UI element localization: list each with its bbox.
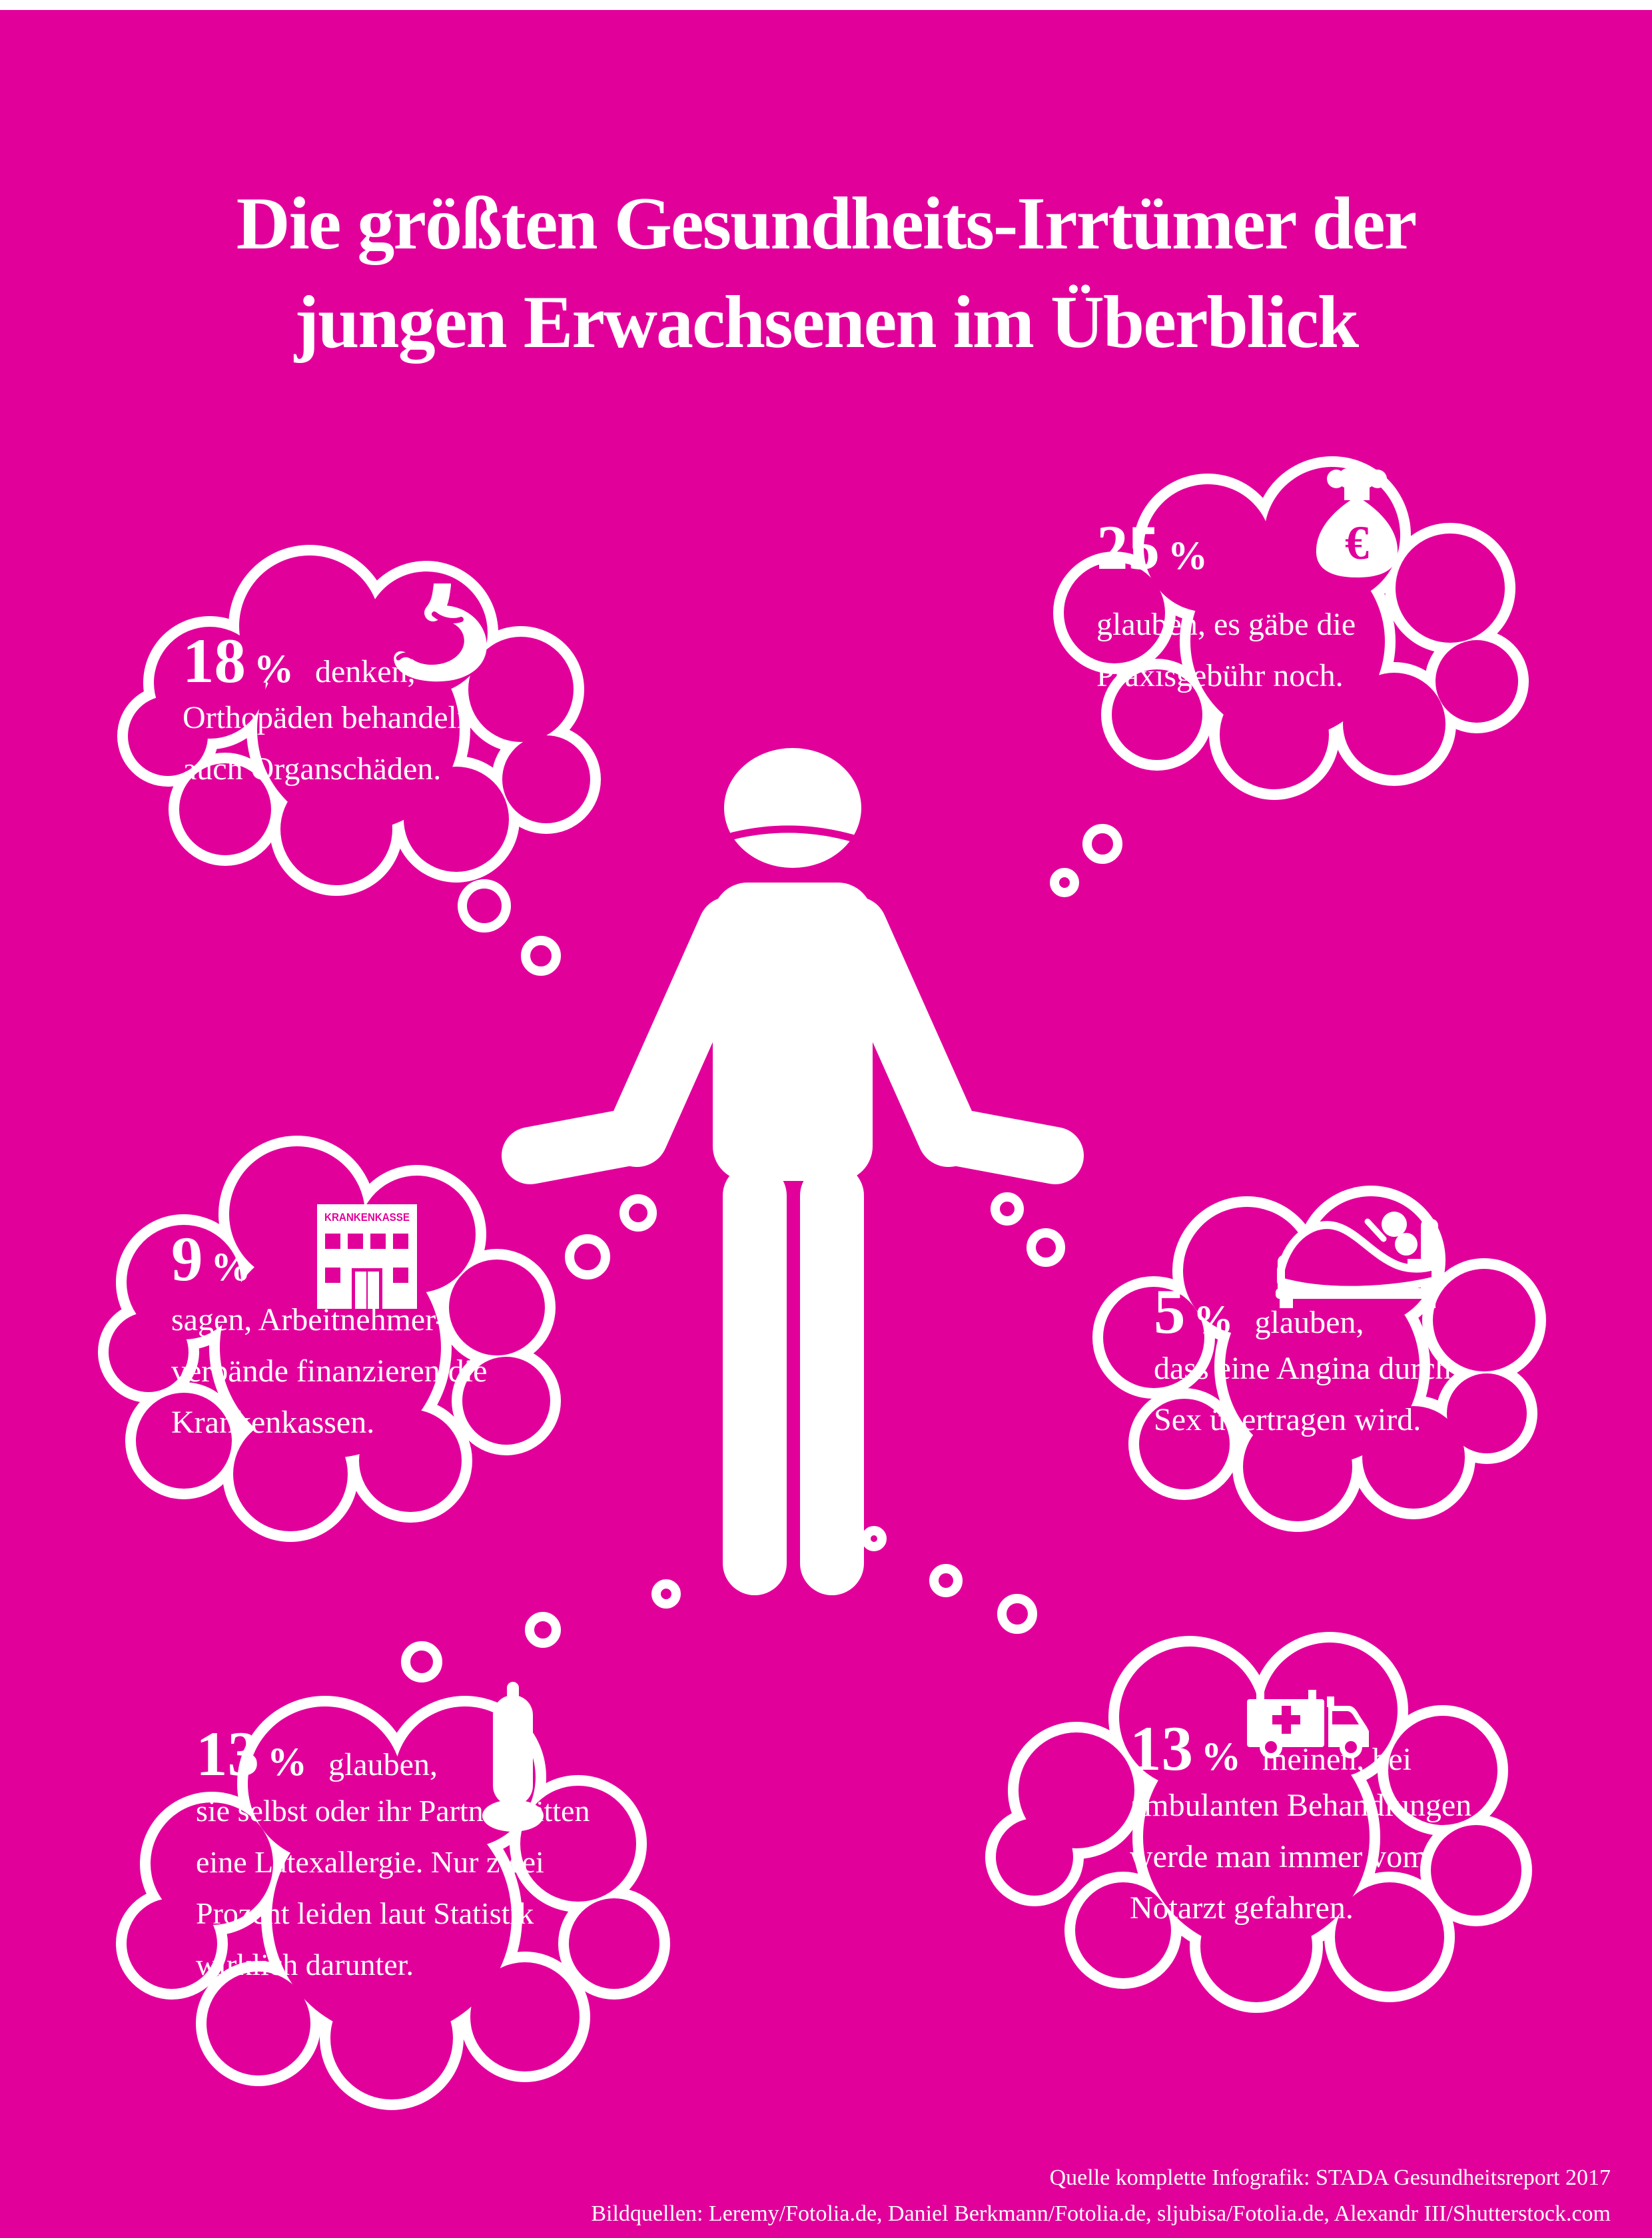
infographic-background: Die größten Gesundheits-Irrtümer der jun… bbox=[0, 10, 1652, 2238]
bubble-content: 9 % sagen, Arbeitnehmer- verbände finanz… bbox=[171, 1224, 488, 1448]
building-sign: KRANKENKASSE bbox=[324, 1211, 410, 1224]
thought-bubble-ring bbox=[651, 1579, 681, 1609]
percent-sign: % bbox=[1193, 1298, 1234, 1341]
stat-value: 13 bbox=[1130, 1713, 1193, 1784]
stat-text-line: eine Latexallergie. Nur zwei bbox=[196, 1845, 544, 1879]
percent-sign: % bbox=[254, 647, 294, 691]
stat-lead-text: meinen, bei bbox=[1262, 1742, 1412, 1777]
stat-value: 5 bbox=[1154, 1276, 1186, 1347]
bubble-latexallergie: 13 % glauben, sie selbst oder ihr Partne… bbox=[113, 1678, 673, 2111]
euro-symbol: € bbox=[1345, 516, 1369, 569]
thought-bubble-ring bbox=[458, 879, 511, 932]
source-line-1: Quelle komplette Infografik: STADA Gesun… bbox=[1049, 2165, 1611, 2190]
stat-lead-text: denken, bbox=[315, 654, 416, 689]
stat-value: 9 bbox=[171, 1224, 203, 1294]
couple-in-bed-icon bbox=[1276, 1212, 1440, 1308]
health-insurance-building-icon: KRANKENKASSE bbox=[317, 1204, 417, 1309]
stat-text-line: Prozent leiden laut Statistik bbox=[196, 1896, 534, 1930]
source-credits: Quelle komplette Infografik: STADA Gesun… bbox=[591, 2160, 1611, 2232]
person-head bbox=[1382, 1212, 1407, 1237]
bubble-content: 13 % glauben, sie selbst oder ihr Partne… bbox=[196, 1718, 590, 1990]
stat-text-line: Notarzt gefahren. bbox=[1130, 1890, 1354, 1926]
ambulance-icon bbox=[1247, 1690, 1369, 1758]
thought-cloud-outline bbox=[116, 1696, 670, 2110]
bubble-content: 18 % denken, Orthopäden behandeln auch O… bbox=[183, 625, 473, 795]
cab-window bbox=[1332, 1711, 1359, 1724]
stat-text-line: Praxisgebühr noch. bbox=[1096, 658, 1344, 693]
bubble-orthopaeden: 18 % denken, Orthopäden behandeln auch O… bbox=[113, 533, 603, 896]
thermometer bbox=[1364, 1218, 1387, 1242]
stat-text-line: sie selbst oder ihr Partner hätten bbox=[196, 1794, 590, 1828]
bubble-krankenkassen: KRANKENKASSE 9 % sagen, Arbeitnehmer- ve… bbox=[98, 1116, 562, 1542]
percent-sign: % bbox=[1201, 1734, 1241, 1778]
stat-text-line: glauben, es gäbe die bbox=[1096, 607, 1356, 642]
bubble-notarzt: 13 % meinen, bei ambulanten Behandlungen… bbox=[985, 1619, 1534, 2013]
thought-bubble-ring bbox=[861, 1526, 887, 1551]
stat-text-line: dass eine Angina durch bbox=[1154, 1351, 1451, 1386]
stat-lead-text: glauben, bbox=[1254, 1305, 1364, 1340]
thought-cloud-outline bbox=[117, 545, 601, 896]
thought-bubble-ring bbox=[401, 1641, 442, 1682]
thought-bubble-ring bbox=[1027, 1228, 1065, 1267]
page-title: Die größten Gesundheits-Irrtümer der jun… bbox=[0, 175, 1652, 372]
sad-mouth bbox=[729, 825, 858, 843]
money-bag-euro-icon: € bbox=[1316, 468, 1398, 577]
door-panel bbox=[355, 1272, 366, 1309]
stat-text-line: Orthopäden behandeln bbox=[183, 700, 473, 735]
thought-bubble-ring bbox=[1050, 868, 1079, 897]
stat-text-line: ambulanten Behandlungen bbox=[1130, 1788, 1472, 1823]
thought-cloud-outline bbox=[985, 1632, 1532, 2013]
thought-bubble-ring bbox=[620, 1194, 657, 1232]
thought-bubble-ring bbox=[997, 1594, 1037, 1634]
shrugging-person-figure bbox=[502, 748, 1084, 1595]
bubble-content: 25 % glauben, es gäbe die Praxisgebühr n… bbox=[1096, 512, 1356, 701]
title-line-1: Die größten Gesundheits-Irrtümer der bbox=[236, 183, 1418, 265]
title-line-2: jungen Erwachsenen im Überblick bbox=[294, 281, 1359, 364]
stat-text-line: Krankenkassen. bbox=[171, 1405, 375, 1440]
stat-text-line: sagen, Arbeitnehmer- bbox=[171, 1302, 446, 1337]
bubble-praxisgebuehr: € 25 % glauben, es gäbe die Praxisgebühr… bbox=[1036, 450, 1529, 800]
thought-bubble-ring bbox=[525, 1612, 561, 1648]
thought-bubble-ring bbox=[991, 1192, 1024, 1226]
source-line-2: Bildquellen: Leremy/Fotolia.de, Daniel B… bbox=[591, 2201, 1611, 2226]
stat-text-line: wirklich darunter. bbox=[196, 1948, 414, 1982]
thought-bubble-ring bbox=[521, 936, 561, 976]
stat-text-line: Sex übertragen wird. bbox=[1154, 1402, 1422, 1437]
person-head bbox=[1395, 1233, 1418, 1256]
bubble-content: 5 % glauben, dass eine Angina durch Sex … bbox=[1154, 1276, 1451, 1445]
thought-bubble-ring bbox=[929, 1564, 963, 1597]
bubble-content: 13 % meinen, bei ambulanten Behandlungen… bbox=[1130, 1713, 1472, 1934]
bubble-angina: 5 % glauben, dass eine Angina durch Sex … bbox=[1079, 1179, 1546, 1532]
stat-text-line: auch Organschäden. bbox=[183, 751, 442, 787]
stat-value: 13 bbox=[196, 1718, 259, 1789]
stat-text-line: werde man immer vom bbox=[1130, 1839, 1428, 1874]
percent-sign: % bbox=[210, 1245, 251, 1289]
percent-sign: % bbox=[1168, 534, 1208, 577]
stat-lead-text: glauben, bbox=[328, 1747, 438, 1782]
condom-icon bbox=[482, 1682, 544, 1832]
stat-text-line: verbände finanzieren die bbox=[171, 1353, 488, 1389]
thought-bubble-ring bbox=[1082, 824, 1122, 864]
stomach-icon bbox=[394, 583, 487, 682]
door-panel bbox=[368, 1272, 379, 1309]
thought-bubble-ring bbox=[565, 1234, 610, 1280]
stat-value: 18 bbox=[183, 625, 246, 696]
percent-sign: % bbox=[267, 1740, 307, 1784]
stat-value: 25 bbox=[1096, 512, 1160, 583]
